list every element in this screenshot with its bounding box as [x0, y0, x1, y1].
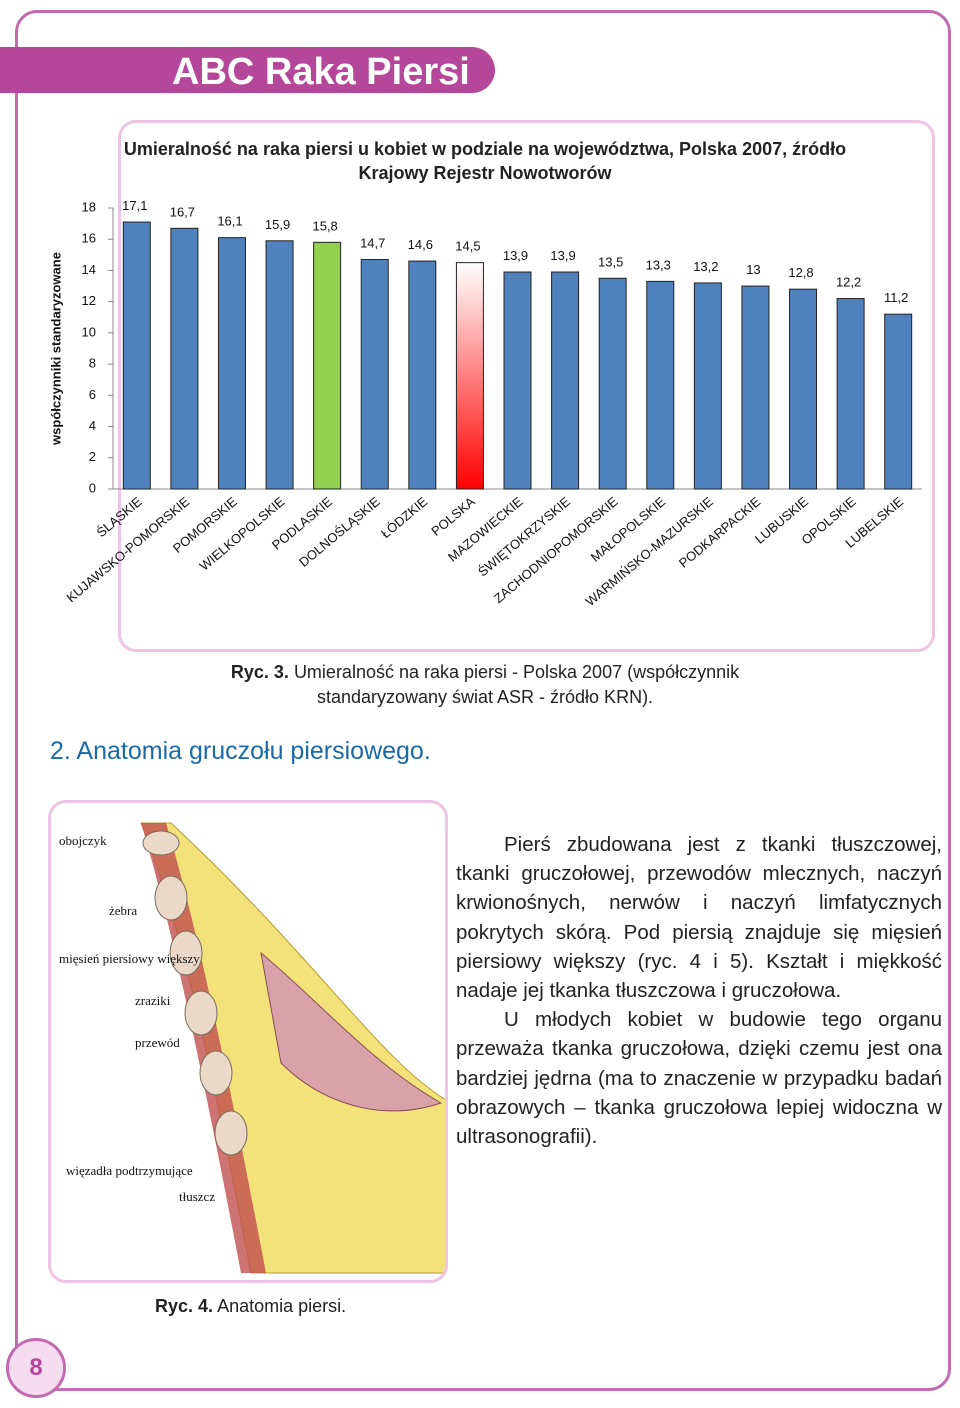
- y-tick-label: 0: [89, 480, 96, 495]
- y-axis-label: współczynniki standaryzowane: [48, 252, 63, 446]
- figure-caption: Ryc. 4. Anatomia piersi.: [155, 1296, 346, 1317]
- value-label: 17,1: [122, 198, 147, 213]
- paragraph: U młodych kobiet w budowie tego organu p…: [456, 1008, 942, 1149]
- illustration: obojczyk żebra mięsień piersiowy większy…: [48, 800, 448, 1283]
- bar: [265, 240, 294, 490]
- header-banner: ABC Raka Piersi: [0, 47, 495, 93]
- y-tick-label: 12: [82, 293, 96, 308]
- y-tick-label: 6: [89, 387, 96, 402]
- illustration-label: więzadła podtrzymujące: [66, 1163, 193, 1178]
- chart-caption: Ryc. 3. Umieralność na raka piersi - Pol…: [220, 660, 750, 710]
- bar: [598, 277, 627, 490]
- anatomy-drawing: obojczyk żebra mięsień piersiowy większy…: [59, 822, 445, 1274]
- value-label: 11,2: [884, 290, 908, 305]
- value-label: 14,5: [455, 239, 480, 254]
- illustration-label: obojczyk: [59, 833, 107, 848]
- y-tick-label: 8: [89, 356, 96, 371]
- header-title: ABC Raka Piersi: [172, 51, 470, 93]
- bar: [408, 260, 437, 490]
- bar: [503, 271, 532, 490]
- illustration-label: przewód: [135, 1035, 180, 1050]
- y-tick-label: 18: [82, 199, 96, 214]
- bar: [836, 298, 865, 490]
- illustration-label: tłuszcz: [179, 1189, 215, 1204]
- value-label: 13,5: [598, 254, 623, 269]
- bar: [122, 221, 151, 490]
- bar: [217, 237, 246, 490]
- value-label: 13,3: [646, 257, 671, 272]
- y-tick-label: 10: [82, 324, 96, 339]
- bar: [360, 259, 389, 490]
- value-label: 13: [746, 262, 760, 277]
- caption-label: Ryc. 4.: [155, 1296, 214, 1316]
- bar: [455, 262, 484, 490]
- value-label: 13,9: [503, 248, 528, 263]
- illustration-label: żebra: [109, 903, 137, 918]
- paragraph: Pierś zbudowana jest z tkanki tłuszczowe…: [456, 833, 942, 1003]
- bar: [313, 241, 342, 490]
- y-tick-label: 4: [89, 418, 96, 433]
- illustration-label: mięsień piersiowy większy: [59, 951, 200, 966]
- bar: [551, 271, 580, 490]
- value-label: 12,2: [836, 275, 861, 290]
- bar: [170, 227, 199, 490]
- chart-box: [118, 120, 935, 652]
- value-label: 15,8: [312, 218, 337, 233]
- value-label: 12,8: [788, 265, 813, 280]
- chart-title: Umieralność na raka piersi u kobiet w po…: [123, 139, 847, 183]
- page-number: 8: [6, 1338, 66, 1398]
- value-label: 16,7: [170, 204, 195, 219]
- x-tick-label: WIELKOPOLSKIE: [196, 494, 287, 574]
- bar: [693, 282, 722, 490]
- x-tick-label: PODKARPACKIE: [676, 494, 764, 571]
- section-heading: 2. Anatomia gruczołu piersiowego.: [50, 737, 431, 765]
- value-label: 15,9: [265, 217, 290, 232]
- page-frame: [15, 10, 951, 1391]
- x-tick-label: DOLNOŚLĄSKIE: [296, 494, 383, 570]
- value-label: 13,9: [550, 248, 575, 263]
- bar: [789, 288, 818, 490]
- bar: [741, 285, 770, 490]
- x-tick-label: ŁÓDZKIE: [378, 494, 431, 541]
- illustration-label: zraziki: [135, 993, 171, 1008]
- value-label: 14,6: [408, 237, 433, 252]
- caption-text: Anatomia piersi.: [217, 1296, 347, 1316]
- bar: [646, 280, 675, 490]
- caption-label: Ryc. 3.: [230, 662, 289, 682]
- value-label: 16,1: [217, 214, 242, 229]
- body-text: Pierś zbudowana jest z tkanki tłuszczowe…: [456, 830, 942, 1151]
- y-tick-label: 2: [89, 449, 96, 464]
- caption-text: Umieralność na raka piersi - Polska 2007…: [293, 662, 740, 707]
- y-tick-label: 14: [82, 262, 96, 277]
- value-label: 14,7: [360, 236, 385, 251]
- value-label: 13,2: [693, 259, 718, 274]
- bar: [884, 313, 913, 490]
- y-tick-label: 16: [82, 231, 96, 246]
- chart: współczynniki standaryzowane 0 2 4 6 8 10 12 14 1…: [48, 198, 922, 609]
